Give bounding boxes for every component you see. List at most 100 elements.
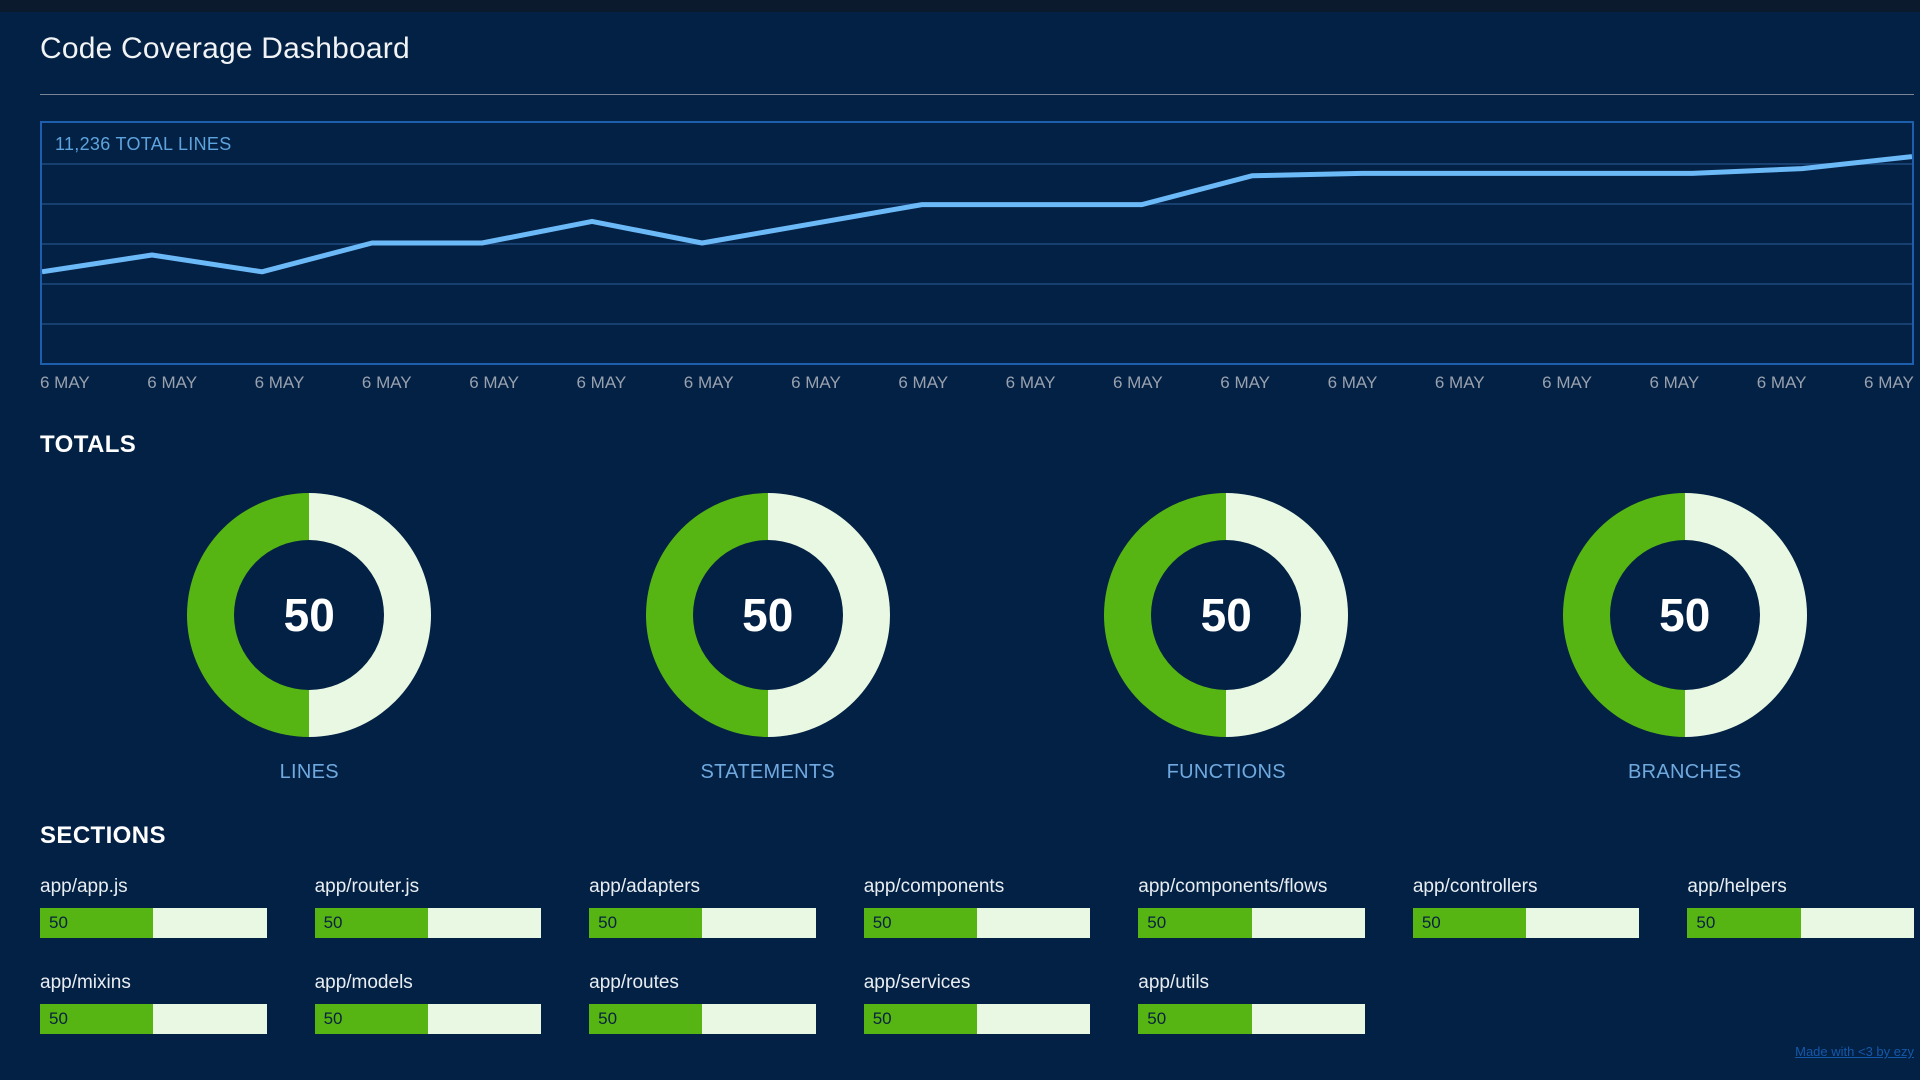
x-axis-label: 6 MAY	[469, 373, 519, 392]
section-item: app/router.js 50	[314, 876, 542, 938]
gauge-label: BRANCHES	[1627, 761, 1742, 783]
section-item: app/models 50	[314, 972, 542, 1034]
section-progress-bar: 50	[1138, 1004, 1365, 1034]
donut-value: 50	[283, 589, 335, 641]
section-item: app/controllers 50	[1412, 876, 1640, 938]
sections-heading: SECTIONS	[40, 822, 166, 849]
section-label: app/helpers	[1687, 876, 1787, 897]
section-item: app/services 50	[863, 972, 1091, 1034]
section-item: app/routes 50	[589, 972, 816, 1034]
credit-link[interactable]: Made with <3 by ezy	[1795, 1044, 1914, 1059]
x-axis-label: 6 MAY	[1542, 373, 1592, 392]
x-axis-label: 6 MAY	[898, 373, 949, 392]
gauge-label: LINES	[279, 761, 339, 783]
section-progress-bar: 50	[1412, 908, 1640, 938]
section-progress-value: 50	[49, 1009, 68, 1028]
section-label: app/routes	[589, 972, 679, 993]
section-progress-value: 50	[1421, 913, 1441, 932]
section-progress-value: 50	[872, 913, 892, 932]
section-label: app/adapters	[589, 876, 701, 897]
donut-value: 50	[1659, 589, 1711, 641]
sections-grid: app/app.js 50 app/router.js 50 app/adapters 5…	[40, 876, 1914, 1034]
section-progress-value: 50	[49, 913, 68, 932]
x-axis-label: 6 MAY	[683, 373, 734, 392]
section-label: app/components/flows	[1138, 876, 1328, 897]
coverage-gauge: 50 LINES	[187, 493, 432, 784]
x-axis-label: 6 MAY	[1005, 373, 1056, 392]
section-progress-value: 50	[1147, 913, 1167, 932]
total-lines-caption: 11,236 TOTAL LINES	[55, 134, 232, 154]
x-axis-label: 6 MAY	[791, 373, 841, 392]
section-progress-fill: 50	[863, 908, 977, 938]
section-progress-fill: 50	[589, 1004, 703, 1034]
section-progress-fill: 50	[40, 1004, 154, 1034]
section-progress-bar: 50	[40, 908, 267, 938]
section-progress-value: 50	[323, 1009, 343, 1028]
x-axis-label: 6 MAY	[361, 373, 412, 392]
section-progress-bar: 50	[1138, 908, 1365, 938]
section-progress-value: 50	[598, 1009, 618, 1028]
x-axis-label: 6 MAY	[1220, 373, 1271, 392]
section-item: app/app.js 50	[40, 876, 267, 938]
section-progress-bar: 50	[589, 1004, 816, 1034]
section-progress-fill: 50	[314, 908, 428, 938]
gridline	[42, 283, 1912, 285]
coverage-line-chart	[42, 154, 1912, 275]
x-axis-label: 6 MAY	[1112, 373, 1163, 392]
coverage-line	[42, 154, 1912, 275]
total-lines-chart-panel: 11,236 TOTAL LINES	[40, 121, 1914, 365]
footer: Made with <3 by ezy	[40, 1044, 1914, 1059]
donut-value: 50	[1200, 589, 1252, 641]
donut-chart: 50	[1562, 493, 1807, 737]
gridline	[42, 243, 1912, 245]
gridline	[42, 323, 1912, 325]
section-label: app/services	[863, 972, 971, 993]
section-progress-value: 50	[872, 1009, 892, 1028]
section-progress-fill: 50	[40, 908, 154, 938]
section-label: app/utils	[1138, 972, 1210, 993]
section-progress-fill: 50	[1138, 1004, 1252, 1034]
gridline	[42, 163, 1912, 165]
section-label: app/app.js	[40, 876, 128, 897]
x-axis-label: 6 MAY	[40, 373, 90, 392]
donut-chart: 50	[187, 493, 432, 737]
coverage-gauge: 50 STATEMENTS	[645, 493, 890, 784]
page-title: Code Coverage Dashboard	[40, 32, 410, 65]
x-axis-label: 6 MAY	[1864, 373, 1914, 392]
title-divider	[40, 94, 1914, 95]
section-progress-bar: 50	[40, 1004, 267, 1034]
section-label: app/models	[314, 972, 413, 993]
x-axis-label: 6 MAY	[1327, 373, 1378, 392]
section-item: app/mixins 50	[40, 972, 267, 1034]
section-progress-value: 50	[323, 913, 343, 932]
section-label: app/router.js	[314, 876, 420, 897]
section-progress-bar: 50	[314, 908, 542, 938]
section-item: app/helpers 50	[1687, 876, 1914, 938]
section-item: app/utils 50	[1138, 972, 1365, 1034]
section-progress-bar: 50	[863, 908, 1091, 938]
section-item: app/adapters 50	[589, 876, 816, 938]
coverage-gauge: 50 BRANCHES	[1562, 493, 1807, 784]
section-progress-fill: 50	[589, 908, 703, 938]
totals-heading: TOTALS	[40, 431, 137, 458]
gauge-label: STATEMENTS	[700, 761, 835, 783]
section-progress-fill: 50	[314, 1004, 428, 1034]
section-label: app/components	[863, 876, 1005, 897]
x-axis-labels: 6 MAY 6 MAY 6 MAY 6 MAY 6 MAY 6 MAY 6 MAY 6 MAY…	[40, 373, 1914, 393]
section-progress-value: 50	[1696, 913, 1716, 932]
donut-value: 50	[742, 589, 794, 641]
section-progress-bar: 50	[314, 1004, 542, 1034]
section-progress-fill: 50	[1412, 908, 1527, 938]
dashboard: Code Coverage Dashboard 11,236 TOTAL LIN…	[0, 32, 1920, 1059]
section-progress-fill: 50	[863, 1004, 977, 1034]
section-label: app/controllers	[1412, 876, 1538, 897]
x-axis-label: 6 MAY	[254, 373, 305, 392]
x-axis-label: 6 MAY	[1434, 373, 1485, 392]
section-label: app/mixins	[40, 972, 131, 993]
section-progress-value: 50	[1147, 1009, 1167, 1028]
x-axis-label: 6 MAY	[1649, 373, 1700, 392]
donut-chart: 50	[1104, 493, 1349, 737]
x-axis-label: 6 MAY	[1756, 373, 1807, 392]
section-progress-bar: 50	[589, 908, 816, 938]
section-progress-bar: 50	[863, 1004, 1091, 1034]
